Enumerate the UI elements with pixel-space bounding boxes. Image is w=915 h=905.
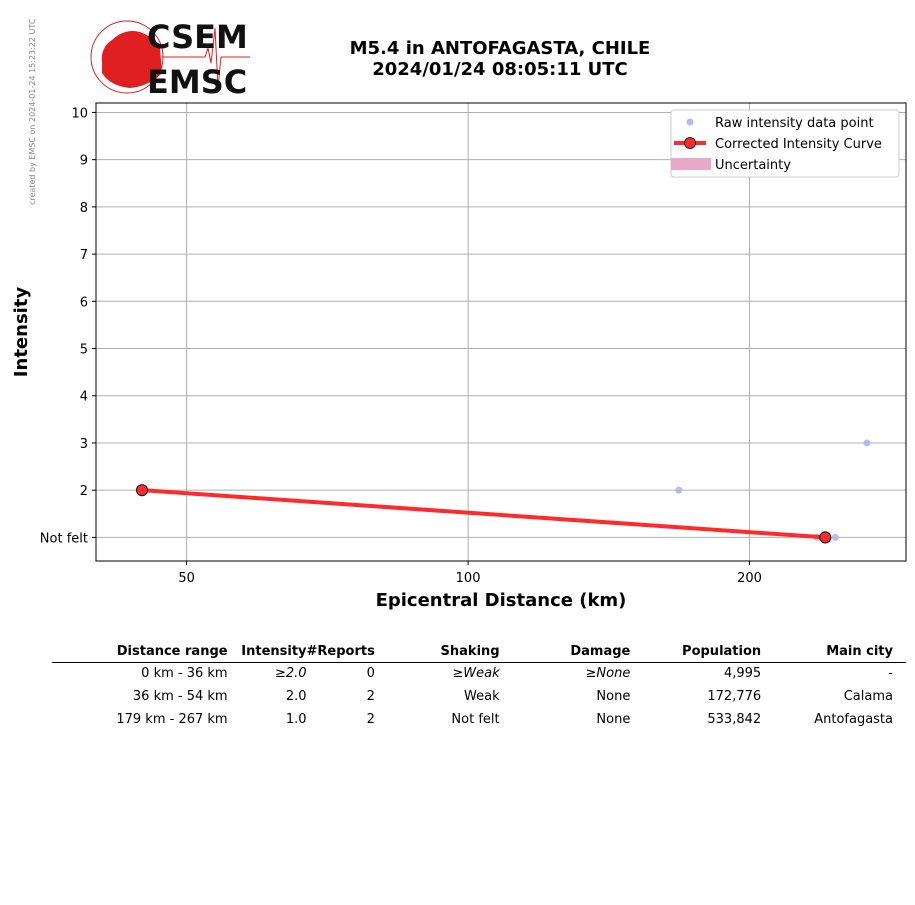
table-cell: 2 <box>366 689 375 704</box>
plot-frame <box>95 102 907 562</box>
legend-uncertainty-patch <box>671 158 711 170</box>
table-cell: None <box>596 712 631 727</box>
corrected-intensity-point <box>135 484 149 497</box>
y-tick-label: 2 <box>80 484 88 499</box>
legend-raw-marker <box>686 118 694 126</box>
column-header: Shaking <box>374 642 500 663</box>
x-tick-label: 50 <box>178 571 195 586</box>
corrected-intensity-point <box>819 531 832 544</box>
chart-title: M5.4 in ANTOFAGASTA, CHILE 2024/01/24 08… <box>300 38 700 80</box>
x-axis-label: Epicentral Distance (km) <box>376 590 627 611</box>
table-cell: 0 <box>366 666 375 681</box>
table-row: 179 km - 267 km 1.0 2 Not felt None 533,842 An… <box>52 709 906 732</box>
x-tick-label: 100 <box>456 571 481 586</box>
y-tick-label: 9 <box>80 154 88 169</box>
column-header: Damage <box>499 642 631 663</box>
title-line1: M5.4 in ANTOFAGASTA, CHILE <box>349 38 651 59</box>
emsc-logo: CSEM EMSC <box>90 18 250 98</box>
raw-data-point <box>831 533 839 541</box>
table-cell: ≥2.0 <box>274 666 307 681</box>
y-tick-label: 7 <box>80 248 88 263</box>
column-header: Population <box>630 642 762 663</box>
table-cell: 179 km - 267 km <box>116 712 228 727</box>
x-tick-label: 200 <box>737 571 762 586</box>
table-cell: 4,995 <box>723 666 762 681</box>
table-cell: ≥Weak <box>452 666 500 681</box>
title-line2: 2024/01/24 08:05:11 UTC <box>372 59 628 80</box>
legend-curve-marker <box>684 137 696 149</box>
y-axis-label: Intensity <box>11 287 32 378</box>
svg-text:CSEM: CSEM <box>147 18 248 56</box>
svg-text:EMSC: EMSC <box>147 63 247 98</box>
y-tick-label: 10 <box>71 106 88 121</box>
table-cell: Weak <box>464 689 500 704</box>
table-cell: 533,842 <box>707 712 762 727</box>
column-header: Distance range <box>52 642 228 663</box>
table-cell: Antofagasta <box>814 712 893 727</box>
table-row: 36 km - 54 km 2.0 2 Weak None 172,776 Calama <box>52 686 906 709</box>
raw-data-point <box>675 486 683 494</box>
raw-data-point <box>863 439 871 447</box>
column-header: #Reports <box>306 642 375 663</box>
table-cell: Not felt <box>451 712 500 727</box>
table-cell: 2.0 <box>285 689 307 704</box>
table-cell: 172,776 <box>707 689 762 704</box>
column-header: Intensity <box>227 642 307 663</box>
legend-curve-label: Corrected Intensity Curve <box>715 137 882 152</box>
table-cell: Calama <box>843 689 893 704</box>
table-cell: 0 km - 36 km <box>141 666 228 681</box>
table-row: 0 km - 36 km ≥2.0 0 ≥Weak ≥None 4,995 - <box>52 663 906 687</box>
y-tick-label: 6 <box>80 295 88 310</box>
y-tick-label: 8 <box>80 201 88 216</box>
table-cell: 1.0 <box>285 712 307 727</box>
table-cell: ≥None <box>585 666 631 681</box>
table-cell: None <box>596 689 631 704</box>
legend-box <box>670 109 900 178</box>
column-header: Main city <box>761 642 906 663</box>
intensity-table: Distance range Intensity #Reports Shaking Da… <box>52 642 906 732</box>
legend-uncertainty-label: Uncertainty <box>715 158 791 173</box>
corrected-intensity-line <box>141 488 826 540</box>
table-cell: - <box>888 666 893 681</box>
y-tick-label: 4 <box>80 390 88 405</box>
legend-raw-label: Raw intensity data point <box>715 116 874 131</box>
table-cell: 36 km - 54 km <box>132 689 228 704</box>
y-tick-label: 5 <box>80 343 88 358</box>
intensity-chart: Not felt 2 3 4 5 6 7 8 9 10 50 100 200 Epicentral Dis… <box>11 102 907 611</box>
y-tick-label: 3 <box>80 437 88 452</box>
table-cell: 2 <box>366 712 375 727</box>
y-tick-label: Not felt <box>40 531 88 546</box>
